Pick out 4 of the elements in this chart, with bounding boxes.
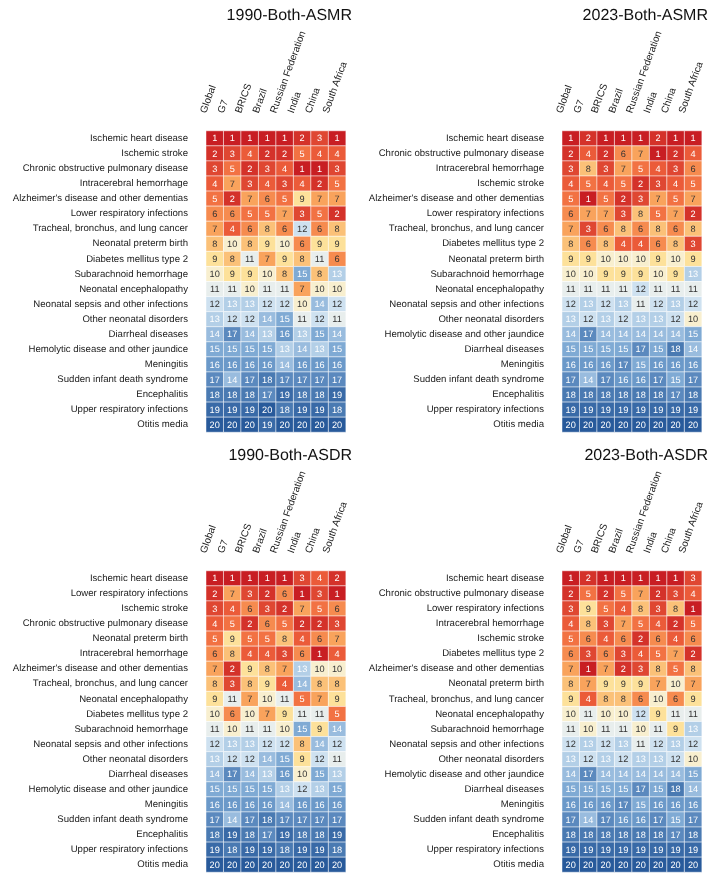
chart-title: 1990-Both-ASDR: [228, 446, 353, 465]
chart-title: 2023-Both-ASDR: [584, 446, 709, 465]
chart-title: 1990-Both-ASMR: [226, 6, 353, 25]
chart-title: 2023-Both-ASMR: [582, 6, 709, 25]
